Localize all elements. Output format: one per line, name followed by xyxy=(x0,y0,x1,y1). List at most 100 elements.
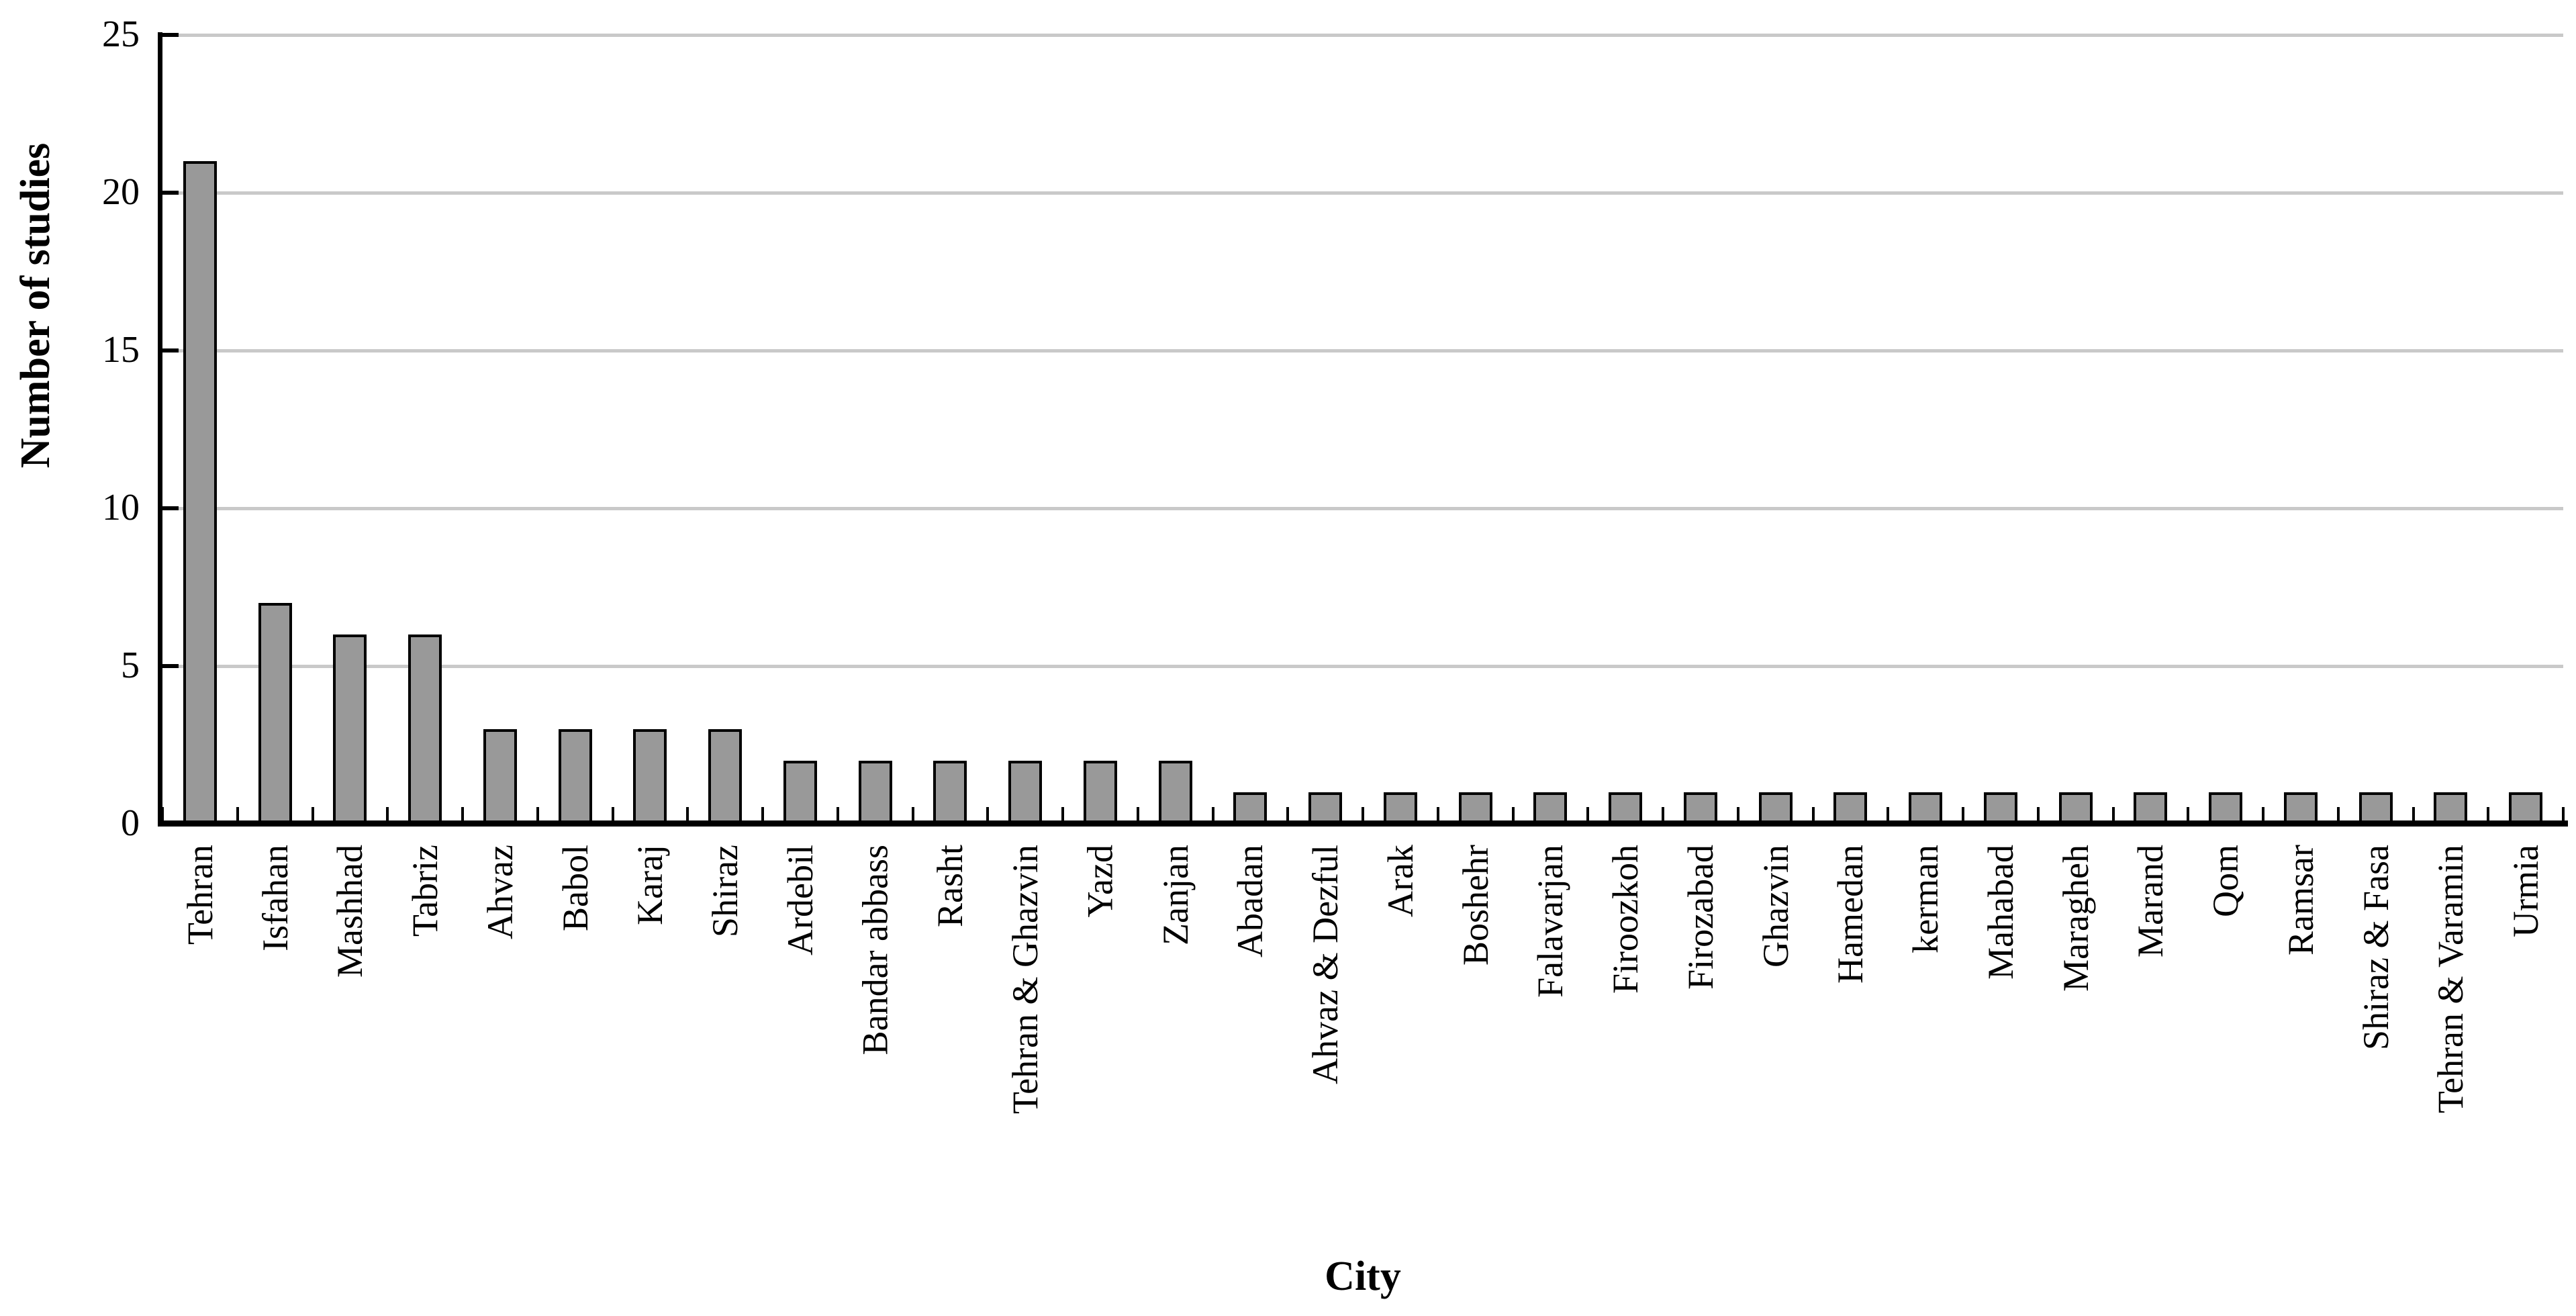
x-axis-tick xyxy=(161,807,164,824)
bar-cell xyxy=(313,35,388,824)
category-label-text: Arak xyxy=(1380,845,1421,917)
category-label-text: Tehran & Varamin xyxy=(2430,845,2471,1114)
bar-cell xyxy=(1063,35,1138,824)
category-label-text: Zanjan xyxy=(1155,845,1196,945)
category-label-text: Babol xyxy=(555,845,595,931)
category-label-text: Ahvaz & Dezful xyxy=(1305,845,1346,1084)
x-axis-tick xyxy=(1662,807,1664,824)
category-label-text: Qom xyxy=(2205,845,2246,917)
bar-cell xyxy=(2113,35,2189,824)
x-axis-tick xyxy=(1436,807,1439,824)
x-axis-tick xyxy=(2262,807,2264,824)
bar-cell xyxy=(238,35,313,824)
bar-Qom xyxy=(2209,792,2243,824)
bar-Firozabad xyxy=(1683,792,1717,824)
bar-Shiraz & Fasa xyxy=(2358,792,2393,824)
category-label-text: Shiraz & Fasa xyxy=(2355,845,2396,1050)
category-label-text: Hamedan xyxy=(1830,845,1871,984)
bar-Arak xyxy=(1383,792,1417,824)
x-axis-tick xyxy=(986,807,990,824)
bar-Tehran & Ghazvin xyxy=(1008,761,1043,824)
bar-Mashhad xyxy=(333,634,367,824)
bar-cell xyxy=(387,35,463,824)
gridline-y-15 xyxy=(162,349,2563,352)
bar-Ramsar xyxy=(2283,792,2318,824)
bar-cell xyxy=(913,35,988,824)
category-label-text: Karaj xyxy=(630,845,671,925)
x-axis-tick xyxy=(386,807,389,824)
x-axis-tick xyxy=(2412,807,2415,824)
category-label-text: Tehran & Ghazvin xyxy=(1005,845,1046,1115)
y-tick-label-25: 25 xyxy=(102,13,140,55)
y-axis-line xyxy=(158,32,162,827)
category-label-text: Maragheh xyxy=(2055,845,2096,992)
bar-Tehran xyxy=(183,161,217,824)
x-axis-tick xyxy=(311,807,314,824)
y-tick-label-10: 10 xyxy=(102,487,140,528)
bar-Tehran & Varamin xyxy=(2434,792,2468,824)
y-tick-label-15: 15 xyxy=(102,329,140,371)
bar-Ahvaz xyxy=(483,729,517,824)
bar-cell xyxy=(538,35,613,824)
bar-cell xyxy=(1138,35,1213,824)
category-label-text: Tabriz xyxy=(405,845,446,937)
bar-cell xyxy=(613,35,688,824)
bar-cell xyxy=(1438,35,1513,824)
bar-Ardebil xyxy=(783,761,817,824)
x-axis-tick xyxy=(1586,807,1590,824)
bar-Bandar abbass xyxy=(858,761,892,824)
bar-cell xyxy=(838,35,913,824)
category-label-text: Ghazvin xyxy=(1755,845,1796,968)
category-label-text: Firoozkoh xyxy=(1605,845,1646,994)
x-axis-tick xyxy=(2187,807,2190,824)
category-label-text: Ahvaz xyxy=(479,845,520,939)
bar-Babol xyxy=(558,729,592,824)
bar-Yazd xyxy=(1083,761,1117,824)
bar-cell xyxy=(1363,35,1438,824)
bar-cell xyxy=(687,35,763,824)
bar-cell xyxy=(2338,35,2414,824)
category-label-text: Firozabad xyxy=(1680,845,1721,990)
bars-container xyxy=(162,35,2563,824)
y-axis-tick xyxy=(162,822,179,826)
category-label-text: Marand xyxy=(2130,845,2171,957)
bar-Abadan xyxy=(1233,792,1268,824)
bar-Rasht xyxy=(933,761,967,824)
bar-Isfahan xyxy=(258,603,292,824)
x-axis-title: City xyxy=(1325,1254,1401,1299)
bar-cell xyxy=(162,35,238,824)
x-axis-tick xyxy=(1362,807,1364,824)
bar-cell xyxy=(1513,35,1588,824)
y-tick-label-20: 20 xyxy=(102,171,140,213)
plot-area xyxy=(161,34,2565,824)
bar-cell xyxy=(1963,35,2038,824)
bar-cell xyxy=(1213,35,1288,824)
category-label-text: Shiraz xyxy=(705,845,746,937)
bar-Marand xyxy=(2134,792,2168,824)
y-axis-tick xyxy=(162,664,179,668)
bar-Maragheh xyxy=(2058,792,2093,824)
category-label-text: kerman xyxy=(1905,845,1946,953)
x-axis-tick xyxy=(836,807,839,824)
x-axis-tick xyxy=(461,807,464,824)
x-axis-tick xyxy=(1211,807,1214,824)
bar-cell xyxy=(1588,35,1663,824)
y-axis-tick xyxy=(162,348,179,352)
y-axis-tick xyxy=(162,506,179,510)
gridline-y-20 xyxy=(162,191,2563,195)
bar-cell xyxy=(2488,35,2563,824)
bar-Mahabad xyxy=(1983,792,2017,824)
bar-Urmia xyxy=(2509,792,2543,824)
bar-Karaj xyxy=(633,729,667,824)
category-label-text: Ramsar xyxy=(2280,845,2321,955)
bar-Ahvaz & Dezful xyxy=(1308,792,1343,824)
category-label-text: Boshehr xyxy=(1455,845,1496,966)
y-tick-label-5: 5 xyxy=(121,645,140,686)
y-tick-label-0: 0 xyxy=(121,802,140,844)
bar-cell xyxy=(463,35,538,824)
x-axis-tick xyxy=(2036,807,2040,824)
bar-kerman xyxy=(1909,792,1943,824)
x-axis-line xyxy=(158,820,2568,827)
bar-cell xyxy=(2038,35,2113,824)
x-axis-tick xyxy=(686,807,689,824)
